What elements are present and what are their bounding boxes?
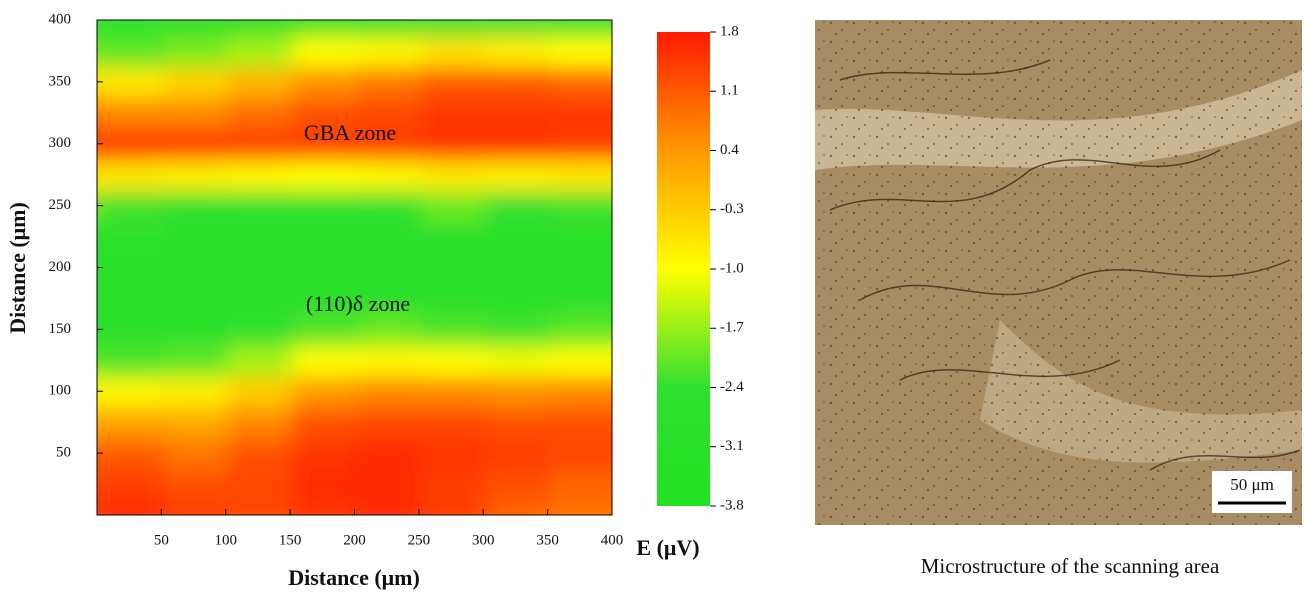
- x-tick-label: 100: [215, 532, 238, 548]
- x-tick-label: 400: [601, 532, 624, 548]
- y-tick-label: 400: [49, 11, 72, 27]
- y-tick-label: 200: [49, 259, 72, 275]
- colorbar-tick-label: 1.1: [720, 83, 739, 99]
- colorbar-tick-label: -3.8: [720, 497, 744, 513]
- x-tick-label: 250: [408, 532, 431, 548]
- colorbar-tick-label: -3.1: [720, 438, 744, 454]
- texture: [815, 20, 1302, 525]
- colorbar: [657, 32, 710, 506]
- x-tick-label: 200: [343, 532, 366, 548]
- colorbar-tick-label: 1.8: [720, 23, 739, 39]
- caption: Microstructure of the scanning area: [921, 554, 1220, 578]
- y-tick-label: 50: [56, 445, 71, 461]
- y-tick-label: 250: [49, 197, 72, 213]
- figure: GBA zone (110)δ zone Distance (μm) Dista…: [0, 0, 1306, 593]
- y-tick-label: 100: [49, 383, 72, 399]
- x-tick-label: 150: [279, 532, 302, 548]
- micrograph: 50 μm: [815, 20, 1302, 525]
- heatmap: [35, 4, 674, 532]
- x-axis-title: Distance (μm): [288, 565, 420, 590]
- scale-bar-label: 50 μm: [1230, 475, 1274, 494]
- y-tick-label: 350: [49, 73, 72, 89]
- y-axis-title: Distance (μm): [5, 202, 30, 334]
- colorbar-title: E (μV): [636, 535, 699, 560]
- colorbar-tick-label: -2.4: [720, 379, 744, 395]
- annotation: GBA zone: [304, 120, 396, 145]
- colorbar-tick-label: -1.7: [720, 320, 744, 336]
- colorbar-tick-label: 0.4: [720, 142, 739, 158]
- colorbar-tick-label: -1.0: [720, 260, 744, 276]
- x-tick-label: 300: [472, 532, 495, 548]
- y-tick-label: 150: [49, 321, 72, 337]
- annotation: (110)δ zone: [306, 291, 410, 316]
- x-tick-label: 350: [536, 532, 559, 548]
- colorbar-tick-label: -0.3: [720, 201, 744, 217]
- y-tick-label: 300: [49, 135, 72, 151]
- x-tick-label: 50: [154, 532, 169, 548]
